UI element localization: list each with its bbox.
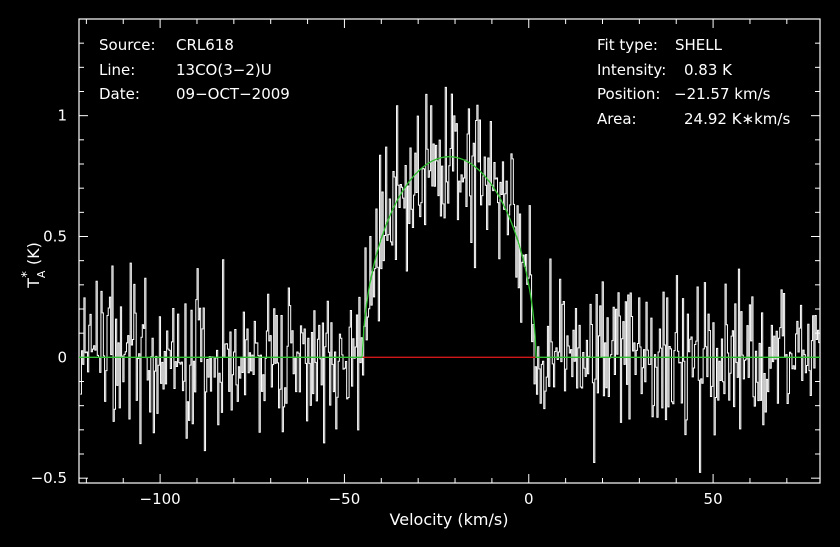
info-intensity-key: Intensity:: [597, 61, 666, 79]
info-date-value: 09−OCT−2009: [176, 85, 290, 103]
info-fit-type-key: Fit type:: [597, 36, 658, 54]
shell-fit-curve: [79, 156, 820, 358]
info-fit-type-value: SHELL: [675, 36, 723, 54]
info-line-value: 13CO(3−2)U: [176, 61, 272, 79]
y-axis-label-superscript: *: [20, 271, 35, 278]
y-axis-label-unit: (K): [24, 242, 43, 265]
spectrum-line: [80, 86, 820, 473]
info-source-value: CRL618: [176, 36, 234, 54]
y-axis-label: TA* (K): [20, 242, 48, 289]
y-tick-label: 0: [57, 348, 67, 366]
x-tick-label: −100: [140, 490, 181, 508]
info-position-key: Position:: [597, 85, 660, 103]
info-date-key: Date:: [99, 85, 140, 103]
x-axis-label: Velocity (km/s): [390, 510, 509, 529]
svg-text:TA*(K): TA* (K): [20, 242, 48, 289]
x-tick-label: 0: [524, 490, 534, 508]
axis-tick-labels: −100 −50 0 50 −0.5 0 0.5 1: [31, 107, 723, 508]
info-left-block: Source: CRL618 Line: 13CO(3−2)U Date: 09…: [99, 36, 290, 103]
y-tick-label: −0.5: [31, 469, 67, 487]
plot-frame: [78, 18, 821, 484]
info-right-block: Fit type: SHELL Intensity: 0.83 K Positi…: [597, 36, 790, 128]
info-position-value: −21.57 km/s: [674, 85, 771, 103]
info-intensity-value: 0.83 K: [684, 61, 733, 79]
x-tick-label: −50: [329, 490, 361, 508]
y-tick-label: 1: [57, 107, 67, 125]
y-axis-label-symbol: T: [24, 278, 43, 289]
x-tick-label: 50: [704, 490, 723, 508]
y-tick-label: 0.5: [43, 228, 67, 246]
info-line-key: Line:: [99, 61, 135, 79]
axis-ticks: [79, 19, 820, 483]
info-area-key: Area:: [597, 110, 637, 128]
info-area-value: 24.92 K∗km/s: [684, 110, 790, 128]
y-axis-label-subscript: A: [35, 270, 48, 278]
info-source-key: Source:: [99, 36, 156, 54]
spectrum-series: [80, 86, 820, 473]
